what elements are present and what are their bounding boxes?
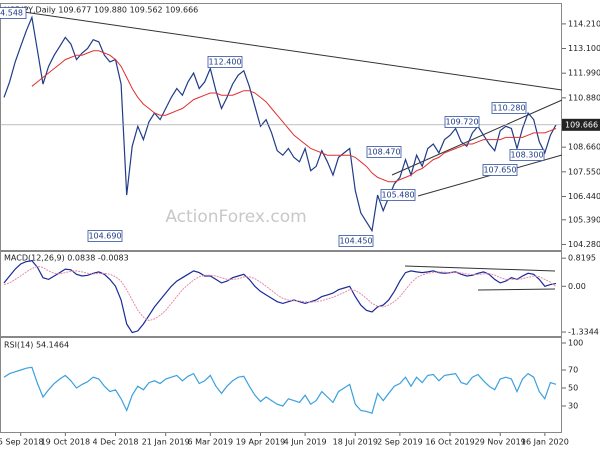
y-tick-label: 0.00 — [568, 282, 586, 291]
y-tick-label: 111.990 — [568, 69, 600, 78]
y-tick-label: 50 — [568, 384, 578, 393]
series-line — [3, 366, 557, 414]
y-tick-label: -1.3344 — [568, 328, 599, 337]
x-tick-label: 19 Oct 2018 — [41, 438, 90, 447]
price-annotation: 104.690 — [88, 232, 121, 241]
y-tick-label: 30 — [568, 402, 578, 411]
price-annotation: 110.280 — [492, 104, 525, 113]
macd-channel-line — [477, 288, 556, 291]
price-annotation-box — [338, 235, 374, 247]
series-line — [31, 50, 557, 183]
price-annotation-box — [444, 116, 480, 128]
x-tick-label: 16 Jan 2020 — [521, 438, 569, 447]
x-tick-label: 4 Dec 2018 — [93, 438, 139, 447]
y-tick-label: 114.210 — [568, 19, 600, 28]
last-price-box — [562, 118, 600, 131]
price-annotation-box — [482, 164, 518, 176]
price-annotation: 108.300 — [510, 151, 543, 160]
y-tick-label: 100 — [568, 339, 583, 348]
x-tick-label: 29 Nov 2019 — [475, 438, 526, 447]
y-tick-label: 104.280 — [568, 240, 600, 249]
y-tick-label: 106.440 — [568, 192, 600, 201]
y-tick-label: 108.660 — [568, 143, 600, 152]
price-annotation: 112.400 — [208, 58, 241, 67]
price-annotation: 104.450 — [339, 237, 372, 246]
x-tick-label: 19 Apr 2019 — [236, 438, 285, 447]
price-annotation: 14.548 — [0, 9, 23, 18]
macd-panel — [0, 251, 562, 337]
price-annotation-box — [509, 149, 545, 161]
macd-title: MACD(12,26,9) 0.0838 -0.0083 — [4, 254, 129, 263]
x-tick-label: 5 Sep 2018 — [0, 438, 44, 447]
series-line — [3, 15, 557, 233]
x-tick-label: 4 Jun 2019 — [284, 438, 327, 447]
y-tick-label: 110.880 — [568, 93, 600, 102]
y-tick-label: 107.550 — [568, 167, 600, 176]
x-tick-label: 2 Sep 2019 — [377, 438, 423, 447]
series-line — [3, 259, 557, 334]
rsi-panel — [0, 337, 562, 433]
price-annotation-box — [380, 189, 416, 201]
price-annotation-box — [0, 7, 27, 19]
x-tick-label: 16 Oct 2019 — [425, 438, 474, 447]
rsi-title: RSI(14) 54.1464 — [4, 341, 69, 350]
chart-title: USDJPY,Daily 109.677 109.880 109.562 109… — [4, 6, 198, 15]
y-tick-label: 0.8195 — [568, 254, 596, 263]
price-annotation-box — [366, 146, 402, 158]
price-annotation: 108.470 — [367, 148, 400, 157]
price-annotation-box — [87, 230, 123, 242]
price-annotation: 109.720 — [445, 118, 478, 127]
y-tick-label: 70 — [568, 366, 578, 375]
last-price-label: 109.666 — [565, 120, 598, 129]
channel-line — [391, 99, 563, 176]
y-tick-label: 105.390 — [568, 215, 600, 224]
macd-channel-line — [404, 265, 556, 272]
series-line — [3, 265, 557, 322]
watermark: ActionForex.com — [165, 207, 306, 227]
y-tick-label: 113.100 — [568, 44, 600, 53]
x-tick-label: 6 Mar 2019 — [187, 438, 233, 447]
x-tick-label: 18 Jul 2019 — [333, 438, 378, 447]
price-annotation: 107.650 — [483, 166, 516, 175]
trend-line — [9, 9, 563, 91]
price-panel — [0, 3, 562, 251]
price-annotation-box — [491, 102, 527, 114]
x-tick-label: 21 Jan 2019 — [142, 438, 190, 447]
price-annotation: 105.480 — [381, 191, 414, 200]
price-annotation-box — [207, 56, 243, 68]
